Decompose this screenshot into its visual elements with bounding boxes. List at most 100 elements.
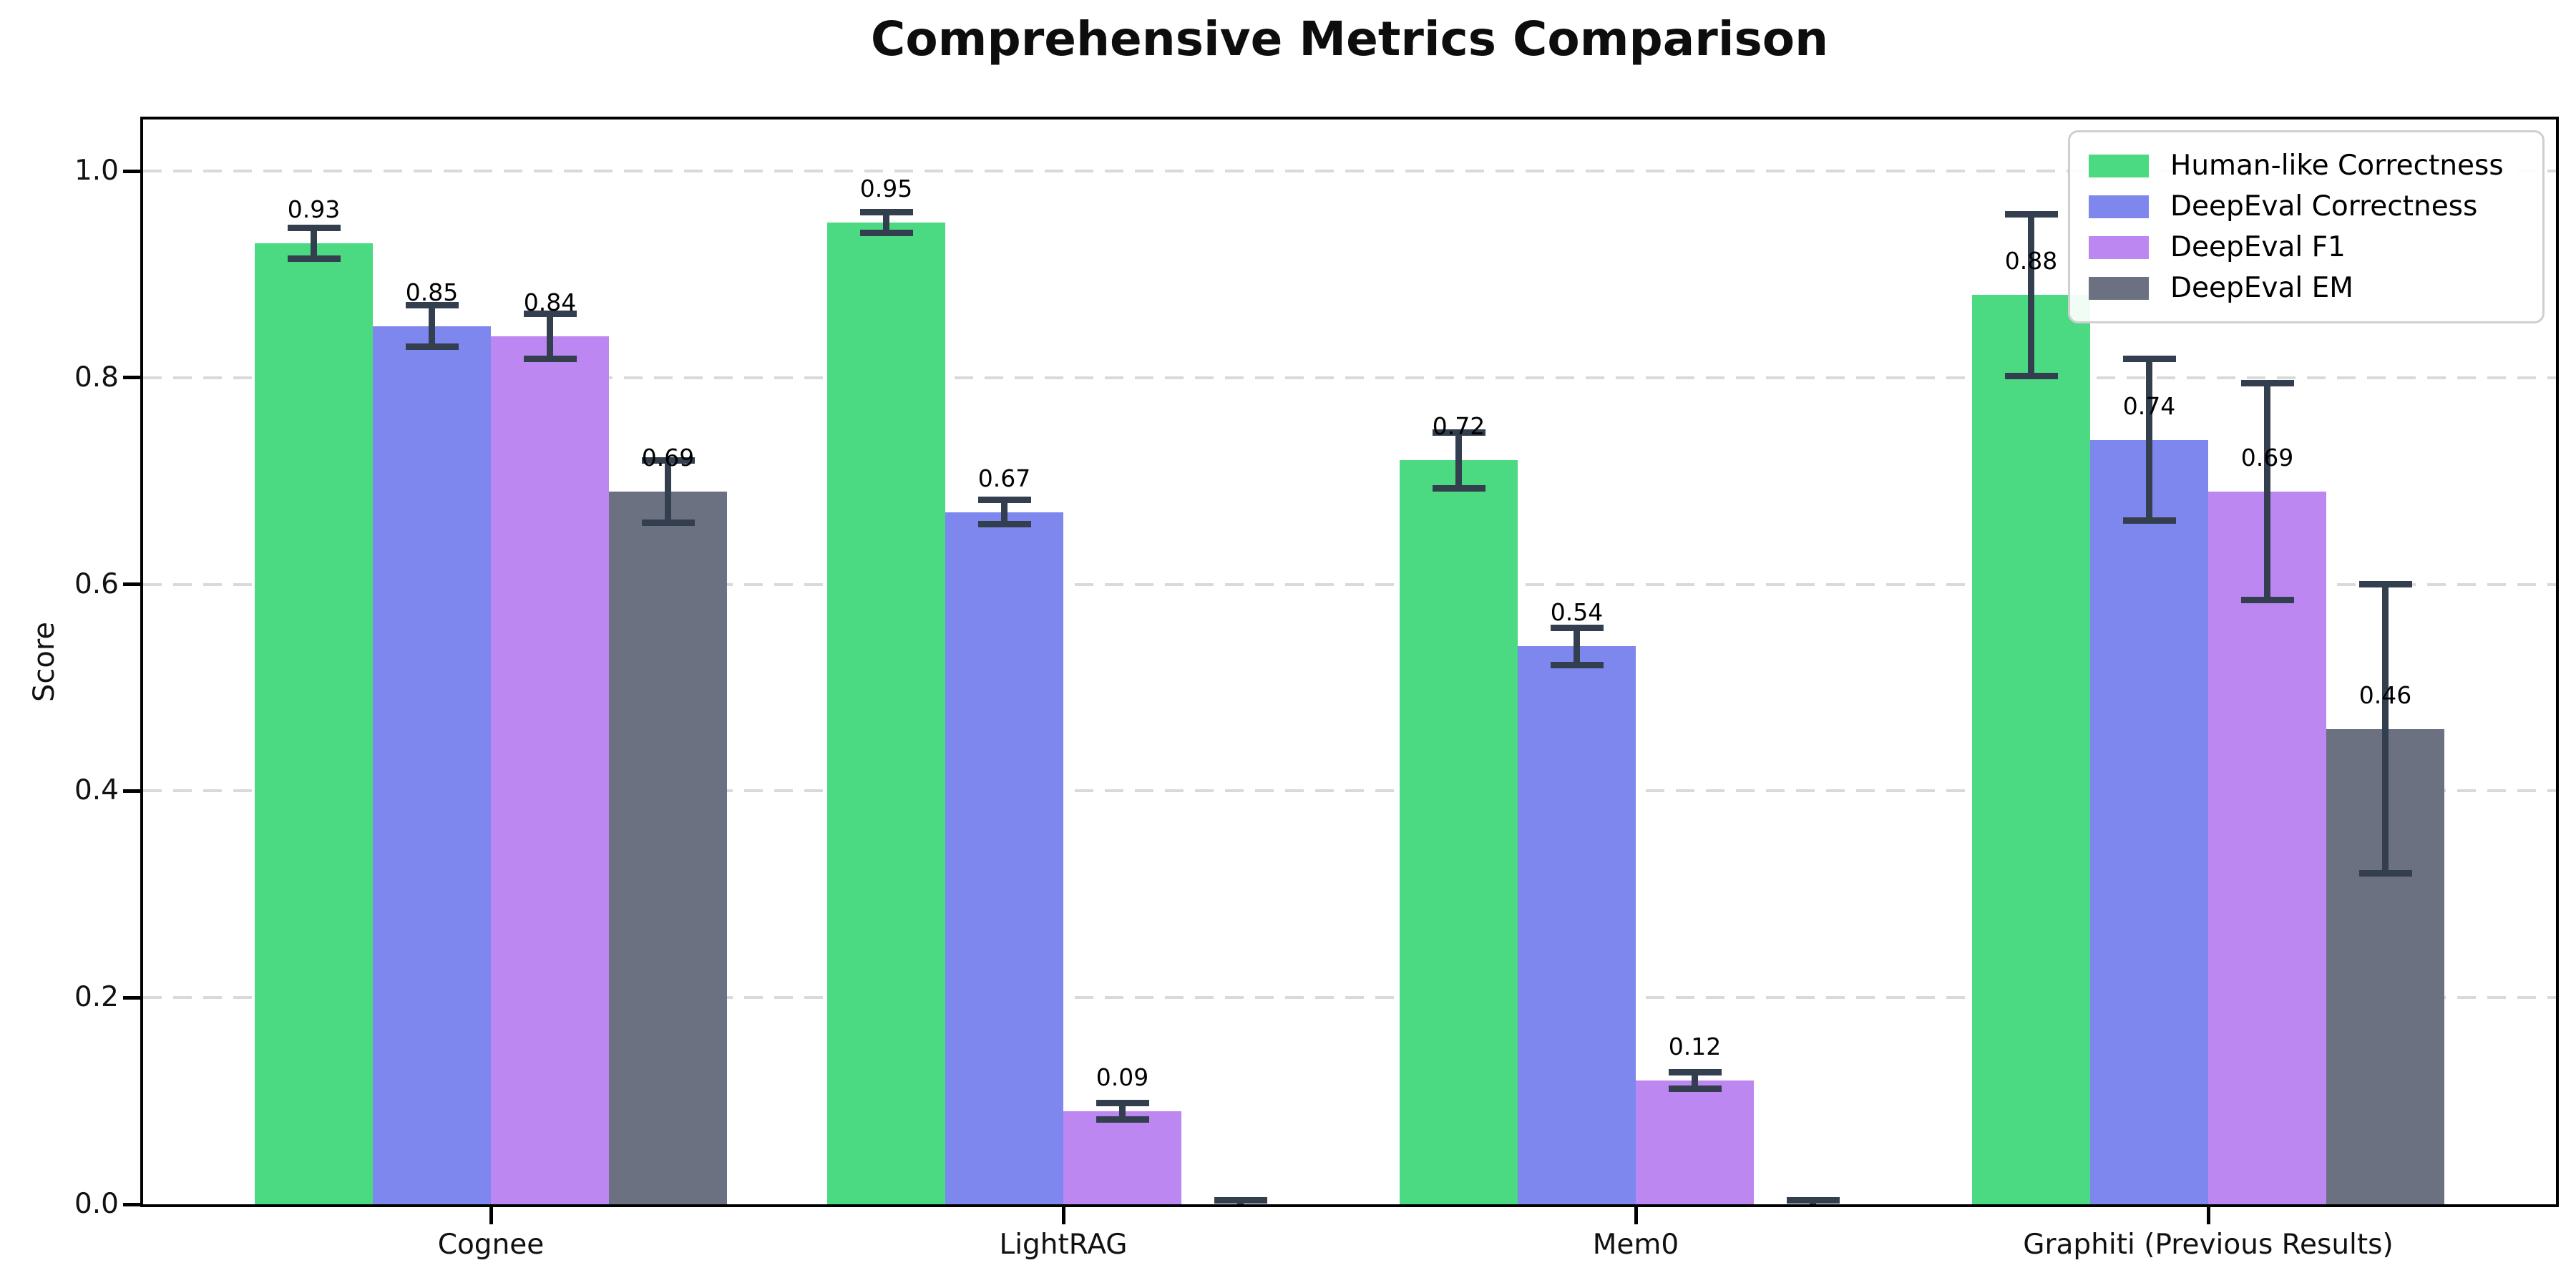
- legend: Human-like Correctness DeepEval Correctne…: [2068, 130, 2545, 323]
- y-tick-label: 0.0: [74, 1188, 119, 1220]
- y-gridline: [143, 170, 2556, 173]
- error-bar-line: [665, 460, 671, 523]
- bar-value-label: 0.93: [287, 195, 341, 224]
- error-bar-cap-top: [2004, 211, 2058, 218]
- error-bar-cap-top: [977, 496, 1031, 503]
- error-bar-line: [1455, 432, 1462, 489]
- error-bar-cap-bottom: [405, 343, 459, 351]
- x-axis-tick: [489, 1207, 493, 1224]
- bar-value-label: 0.74: [2122, 391, 2176, 420]
- error-bar-cap-top: [2240, 379, 2294, 386]
- bar-value-label: 0.46: [2358, 680, 2412, 709]
- x-tick-label: LightRAG: [999, 1229, 1128, 1261]
- error-bar-cap-bottom: [859, 230, 913, 237]
- error-bar-cap-bottom: [2240, 596, 2294, 603]
- error-bar-line: [2146, 358, 2152, 521]
- error-bar-cap-top: [1668, 1068, 1722, 1075]
- x-tick-label: Graphiti (Previous Results): [2023, 1229, 2394, 1261]
- bar: [609, 491, 727, 1204]
- x-tick-label: Mem0: [1592, 1229, 1679, 1261]
- error-bar-line: [1001, 499, 1008, 525]
- bar-value-label: 0.85: [405, 278, 459, 306]
- y-gridline: [143, 376, 2556, 379]
- bar-value-label: 0.69: [641, 443, 695, 472]
- bar-value-label: 0.72: [1432, 412, 1485, 441]
- bar: [373, 326, 491, 1204]
- error-bar-cap-top: [1214, 1196, 1267, 1204]
- error-bar-cap-bottom: [977, 521, 1031, 528]
- error-bar-cap-top: [1550, 624, 1604, 631]
- legend-swatch: [2089, 154, 2149, 177]
- error-bar-cap-top: [859, 209, 913, 216]
- error-bar-line: [429, 305, 435, 347]
- error-bar-cap-top: [405, 302, 459, 309]
- error-bar-cap-top: [641, 457, 695, 464]
- error-bar-cap-bottom: [287, 255, 341, 263]
- error-bar-cap-bottom: [1096, 1116, 1149, 1123]
- y-axis-tick: [123, 169, 140, 173]
- bar: [2208, 491, 2326, 1204]
- x-axis-tick: [1061, 1207, 1065, 1224]
- bar: [491, 336, 609, 1204]
- error-bar-cap-bottom: [1214, 1205, 1267, 1207]
- error-bar-line: [2264, 383, 2270, 600]
- error-bar-cap-bottom: [1550, 661, 1604, 668]
- bar: [1518, 646, 1636, 1204]
- bar: [1400, 460, 1518, 1204]
- error-bar-cap-top: [2122, 356, 2176, 363]
- y-tick-label: 1.0: [74, 155, 119, 187]
- error-bar-cap-top: [287, 225, 341, 232]
- bar: [2090, 439, 2208, 1204]
- error-bar-line: [547, 313, 553, 359]
- y-tick-label: 0.6: [74, 567, 119, 600]
- y-gridline: [143, 996, 2556, 1000]
- bar-value-label: 0.69: [2240, 443, 2294, 472]
- y-axis-tick: [123, 995, 140, 1000]
- error-bar-cap-bottom: [641, 519, 695, 526]
- error-bar-cap-bottom: [523, 356, 577, 363]
- error-bar-line: [883, 212, 889, 233]
- error-bar-line: [2382, 584, 2389, 874]
- y-axis-tick: [123, 582, 140, 587]
- bar-value-label: 0.67: [977, 464, 1031, 492]
- error-bar-line: [311, 228, 317, 259]
- error-bar-cap-bottom: [2004, 372, 2058, 379]
- y-tick-label: 0.4: [74, 774, 119, 807]
- error-bar-line: [1574, 628, 1580, 665]
- y-axis-label: Score: [28, 621, 61, 703]
- legend-label: DeepEval EM: [2170, 272, 2353, 304]
- y-axis-tick: [123, 789, 140, 793]
- bar-value-label: 0.12: [1668, 1032, 1722, 1060]
- legend-swatch: [2089, 195, 2149, 218]
- error-bar-cap-top: [1786, 1196, 1840, 1204]
- bar-value-label: 0.09: [1096, 1063, 1149, 1092]
- x-tick-label: Cognee: [437, 1229, 545, 1261]
- error-bar-line: [1119, 1103, 1126, 1120]
- bar-value-label: 0.95: [859, 175, 913, 203]
- legend-item: DeepEval EM: [2089, 268, 2542, 308]
- y-tick-label: 0.8: [74, 361, 119, 394]
- error-bar-line: [1692, 1072, 1698, 1089]
- error-bar-cap-bottom: [2358, 870, 2412, 877]
- error-bar-cap-top: [523, 310, 577, 317]
- y-tick-label: 0.2: [74, 981, 119, 1014]
- bar: [1063, 1111, 1181, 1204]
- y-axis-tick: [123, 376, 140, 380]
- legend-item: Human-like Correctness: [2089, 145, 2542, 186]
- legend-label: DeepEval F1: [2170, 231, 2346, 263]
- error-bar-cap-bottom: [1668, 1085, 1722, 1092]
- legend-item: DeepEval F1: [2089, 227, 2542, 268]
- bar-value-label: 0.88: [2004, 247, 2058, 275]
- y-gridline: [143, 582, 2556, 586]
- y-axis-tick: [123, 1202, 140, 1206]
- bar: [255, 243, 373, 1204]
- error-bar-cap-top: [2358, 581, 2412, 588]
- error-bar-line: [2028, 214, 2034, 376]
- legend-label: Human-like Correctness: [2170, 150, 2504, 182]
- y-gridline: [143, 789, 2556, 793]
- bar: [1636, 1080, 1754, 1204]
- bar-value-label: 0.84: [523, 288, 577, 317]
- error-bar-cap-bottom: [1787, 1205, 1840, 1207]
- x-axis-tick: [2206, 1207, 2210, 1224]
